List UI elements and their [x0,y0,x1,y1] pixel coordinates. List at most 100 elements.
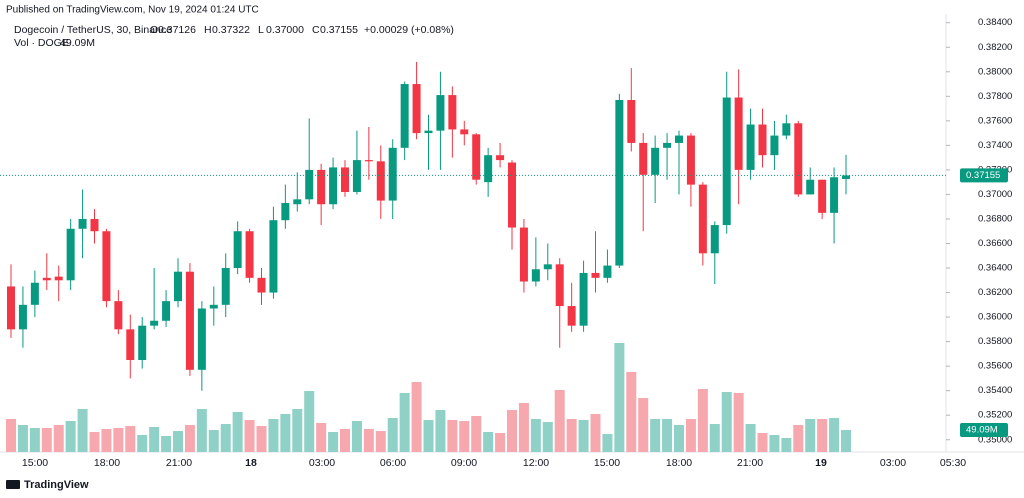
volume-bar [375,431,386,452]
volume-bar [518,402,529,452]
x-tick-label: 06:00 [380,457,406,469]
y-tick-label: 0.36800 [978,213,1012,224]
candle-body [424,130,433,134]
candle-body [484,155,493,183]
candle-body [615,99,624,266]
candle-body [794,123,803,195]
candle-body [400,84,409,148]
volume-bar [77,409,88,452]
candle-body [341,167,349,192]
candle-body [531,269,540,282]
volume-bar [6,418,16,452]
volume-bar [173,431,183,452]
candle-body [329,167,338,205]
volume-bar [805,418,816,452]
candle-body [388,147,397,201]
volume-bar [113,428,124,452]
legend-value: 0.37155 [320,24,358,36]
volume-bar [220,424,231,452]
volume-bar [614,343,625,452]
candle-body [102,231,111,302]
candle-body [496,155,505,161]
volume-bar [542,422,553,452]
candle-body [579,272,588,326]
volume-bar [232,412,243,452]
candle-body [758,124,767,156]
candle-body [818,179,827,213]
candle-body [281,203,290,221]
candle-body [710,225,719,254]
volume-bar [709,424,720,452]
volume-bar [435,409,446,452]
y-tick-label: 0.37400 [978,140,1012,151]
x-tick-label: 18 [245,457,257,469]
candle-body [126,329,135,361]
volume-bar [793,425,804,452]
volume-bar [184,425,195,452]
candle-body [448,95,457,130]
footer-logo: TradingView [6,479,89,491]
volume-bar [566,418,577,452]
volume-bar [447,419,458,452]
candle-body [305,169,314,200]
volume-bar [602,434,613,452]
volume-bar [161,435,172,452]
volume-bar [256,425,267,452]
volume-bar [471,415,482,452]
candle-body [591,272,600,278]
volume-bar [697,389,708,452]
x-tick-label: 21:00 [737,457,763,469]
volume-bar [65,421,76,452]
volume-bar [328,432,339,452]
volume-bar [638,398,649,452]
y-tick-label: 0.38000 [978,66,1012,77]
candle-body [18,304,27,330]
legend-key: H [204,24,212,36]
volume-title: Vol · DOGE [14,37,69,49]
y-tick-label: 0.35000 [978,434,1012,445]
volume-bar [781,438,792,452]
volume-bar [829,418,840,452]
candle-body [257,277,266,293]
volume-bar [149,426,160,452]
volume-bar [363,428,374,452]
candle-body [114,301,123,330]
volume-bar [674,425,684,452]
volume-bar [208,429,219,452]
candle-body [460,129,469,135]
volume-bar [757,432,768,452]
candle-body [830,177,839,213]
volume-layer [6,343,851,452]
volume-bar [53,425,64,452]
volume-bar [769,435,780,452]
volume-bar [351,421,362,452]
last-price-label: 0.37155 [966,170,1000,181]
candle-body [90,218,99,232]
logo-icon [6,480,20,489]
candle-body [603,265,612,278]
legend-volume: 49.09M [60,37,95,49]
candle-body [722,97,731,226]
published-line: Published on TradingView.com, Nov 19, 20… [6,5,259,16]
candle-body [508,162,516,228]
volume-bar [626,372,637,452]
y-tick-label: 0.37600 [978,115,1012,126]
x-tick-label: 19 [815,457,827,469]
legend-value: 0.37322 [212,24,250,36]
candle-body [412,84,421,134]
volume-bar [399,392,410,452]
last-price-box [960,168,1008,183]
candle-body [770,135,779,156]
x-tick-label: 15:00 [22,457,48,469]
footer-text: TradingView [24,479,89,491]
candle-body [293,199,302,205]
candle-body [42,277,51,281]
legend-value: 0.37000 [266,24,304,36]
candle-body [197,308,206,370]
candle-body [734,97,743,170]
volume-bar [817,418,828,452]
x-tick-label: 12:00 [523,457,549,469]
candle-body [66,228,75,281]
candle-body [436,95,445,131]
candle-body [663,142,672,148]
